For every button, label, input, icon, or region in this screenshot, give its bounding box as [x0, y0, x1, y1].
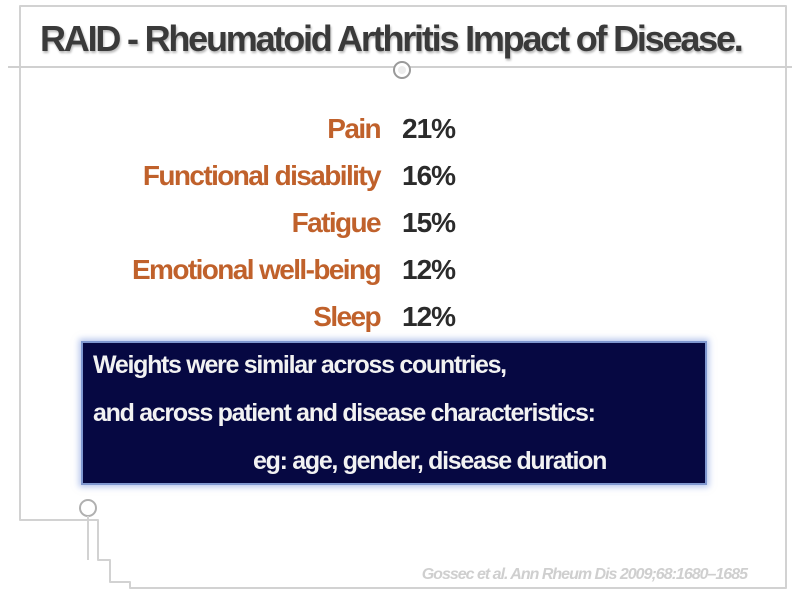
metric-row: Functional disability 16% — [0, 160, 800, 207]
slide-title: RAID - Rheumatoid Arthritis Impact of Di… — [40, 18, 744, 59]
metric-label-functional-disability: Functional disability — [142, 160, 382, 191]
note-box: Weights were similar across countries, a… — [81, 341, 707, 485]
metric-row: Emotional well-being 12% — [0, 254, 800, 301]
metric-list: Pain 21% Functional disability 16% Fatig… — [0, 113, 800, 348]
metric-value-sleep: 12% — [402, 301, 456, 332]
metric-label-emotional-well-being: Emotional well-being — [131, 254, 382, 285]
note-line-3: eg: age, gender, disease duration — [253, 447, 607, 475]
frame-outline — [19, 5, 787, 589]
note-line-1: Weights were similar across countries, — [93, 351, 507, 379]
metric-label-fatigue: Fatigue — [291, 207, 382, 238]
note-line-2: and across patient and disease character… — [93, 399, 596, 427]
metric-value-emotional-well-being: 12% — [402, 254, 456, 285]
metric-row: Pain 21% — [0, 113, 800, 160]
metric-row: Sleep 12% — [0, 301, 800, 348]
metric-value-pain: 21% — [402, 113, 456, 144]
metric-row: Fatigue 15% — [0, 207, 800, 254]
metric-value-functional-disability: 16% — [402, 160, 456, 191]
metric-label-sleep: Sleep — [313, 301, 381, 332]
metric-label-pain: Pain — [327, 113, 381, 144]
frame-ornament-icon — [79, 499, 97, 517]
metric-value-fatigue: 15% — [402, 207, 456, 238]
citation: Gossec et al. Ann Rheum Dis 2009;68:1680… — [421, 566, 748, 583]
